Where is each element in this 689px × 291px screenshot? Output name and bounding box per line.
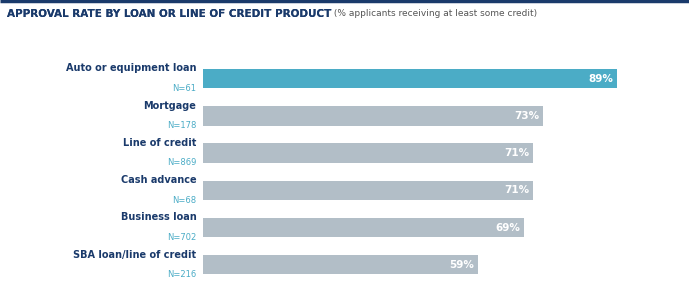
Text: N=68: N=68 (172, 196, 196, 205)
Text: Mortgage: Mortgage (143, 101, 196, 111)
Text: N=178: N=178 (167, 121, 196, 130)
Bar (203, 143, 533, 163)
Text: 69%: 69% (495, 223, 520, 233)
Text: N=61: N=61 (172, 84, 196, 93)
Text: 73%: 73% (514, 111, 539, 121)
Text: 59%: 59% (449, 260, 474, 270)
Text: APPROVAL RATE BY LOAN OR LINE OF CREDIT PRODUCT: APPROVAL RATE BY LOAN OR LINE OF CREDIT … (7, 9, 331, 19)
Text: 71%: 71% (504, 148, 530, 158)
Text: N=869: N=869 (167, 158, 196, 167)
Text: Cash advance: Cash advance (121, 175, 196, 185)
Text: (% applicants receiving at least some credit): (% applicants receiving at least some cr… (331, 9, 537, 18)
Bar (203, 255, 477, 274)
Text: APPROVAL RATE BY LOAN OR LINE OF CREDIT PRODUCT: APPROVAL RATE BY LOAN OR LINE OF CREDIT … (7, 9, 331, 19)
Bar (203, 69, 617, 88)
Text: SBA loan/line of credit: SBA loan/line of credit (73, 249, 196, 260)
Bar (203, 181, 533, 200)
Text: N=216: N=216 (167, 270, 196, 279)
Text: Business loan: Business loan (121, 212, 196, 222)
Bar (203, 106, 543, 125)
Text: N=702: N=702 (167, 233, 196, 242)
Text: Auto or equipment loan: Auto or equipment loan (65, 63, 196, 73)
Bar (203, 218, 524, 237)
Text: 89%: 89% (588, 74, 613, 84)
Text: 71%: 71% (504, 185, 530, 195)
Text: Line of credit: Line of credit (123, 138, 196, 148)
